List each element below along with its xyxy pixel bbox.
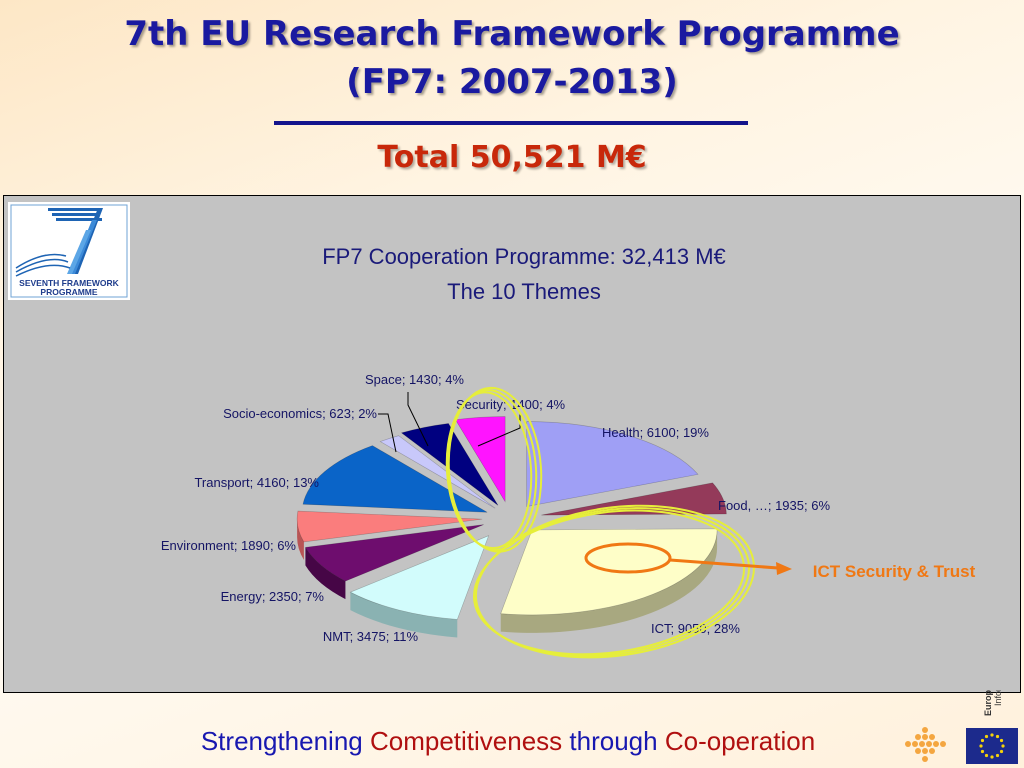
slice-label: Food, …; 1935; 6% xyxy=(718,498,830,513)
leader-line xyxy=(407,392,429,447)
svg-text:Inform: Inform xyxy=(993,690,1003,706)
pie-slice-side xyxy=(305,547,346,600)
security-highlight-ring xyxy=(445,391,533,550)
pie-slice xyxy=(400,423,499,506)
page-title: 7th EU Research Framework Programme xyxy=(124,14,900,54)
tagline: Strengthening Competitiveness through Co… xyxy=(0,726,1016,757)
ict-security-callout-ring xyxy=(584,542,672,574)
leader-line xyxy=(477,414,521,447)
callout-arrow-line xyxy=(669,558,779,570)
tagline-word-2: Competitiveness xyxy=(369,726,563,756)
tagline-word-1: Strengthening xyxy=(200,726,363,756)
logo-text-line2: PROGRAMME xyxy=(40,287,97,297)
chart-title: FP7 Cooperation Programme: 32,413 M€ xyxy=(322,244,726,269)
slice-label: Transport; 4160; 13% xyxy=(194,475,319,490)
pie-slice xyxy=(302,445,488,513)
slice-label: Environment; 1890; 6% xyxy=(161,538,297,553)
title-divider xyxy=(274,121,748,125)
page-subtitle: (FP7: 2007-2013) xyxy=(346,62,678,102)
slice-label: Security; 1400; 4% xyxy=(456,397,566,412)
decorative-dots-icon xyxy=(905,727,946,762)
leader-line xyxy=(378,413,397,453)
annotation-ict-security: ICT Security & Trust xyxy=(813,562,976,581)
eu-text-fragment: Europe Inform xyxy=(979,690,1019,724)
pie-slice-side xyxy=(297,519,304,560)
pie-slice xyxy=(526,421,699,507)
pie-slice xyxy=(349,535,490,620)
slice-label: Health; 6100; 19% xyxy=(602,425,709,440)
pie-slice xyxy=(379,435,496,509)
total-budget: Total 50,521 M€ xyxy=(377,140,647,175)
pie-slice xyxy=(304,524,484,582)
slice-label: Socio-economics; 623; 2% xyxy=(223,406,377,421)
chart-subtitle: The 10 Themes xyxy=(447,279,601,304)
slice-label: NMT; 3475; 11% xyxy=(323,629,419,644)
logo-text-line1: SEVENTH FRAMEWORK xyxy=(19,278,120,288)
ict-highlight-ring xyxy=(474,504,755,659)
tagline-word-4: Co-operation xyxy=(664,726,816,756)
pie-slice xyxy=(296,510,483,543)
pie-slice xyxy=(541,482,727,516)
ict-highlight-ring xyxy=(473,509,746,656)
eu-flag-icon xyxy=(966,728,1018,764)
slice-label: Energy; 2350; 7% xyxy=(221,589,325,604)
svg-text:Europe: Europe xyxy=(983,690,993,716)
pie-slice-side xyxy=(500,529,718,633)
fp7-logo: SEVENTH FRAMEWORK PROGRAMME xyxy=(8,202,130,300)
slice-label: Space; 1430; 4% xyxy=(365,372,464,387)
callout-arrow-head-icon xyxy=(776,562,792,575)
tagline-word-3: through xyxy=(569,726,658,756)
pie-slice-side xyxy=(350,592,458,638)
